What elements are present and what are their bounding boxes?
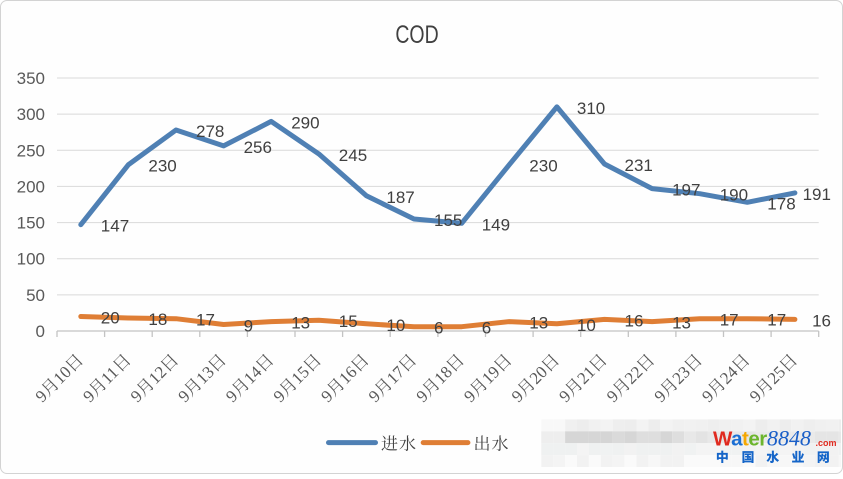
svg-text:13: 13 xyxy=(291,314,310,333)
svg-text:9: 9 xyxy=(746,386,765,405)
svg-text:Water: Water xyxy=(713,428,767,451)
svg-text:230: 230 xyxy=(148,157,176,176)
svg-text:9: 9 xyxy=(508,386,527,405)
svg-text:197: 197 xyxy=(672,181,700,200)
svg-text:17: 17 xyxy=(767,311,786,330)
svg-text:6: 6 xyxy=(482,319,491,338)
svg-text:9: 9 xyxy=(555,386,574,405)
svg-text:9: 9 xyxy=(460,386,479,405)
svg-text:147: 147 xyxy=(101,217,129,236)
svg-text:187: 187 xyxy=(386,188,414,207)
svg-text:0: 0 xyxy=(36,322,45,341)
svg-text:350: 350 xyxy=(17,69,45,88)
svg-text:231: 231 xyxy=(625,156,653,175)
svg-text:10: 10 xyxy=(577,316,596,335)
svg-text:18: 18 xyxy=(148,310,167,329)
svg-text:150: 150 xyxy=(17,214,45,233)
svg-text:300: 300 xyxy=(17,105,45,124)
svg-text:200: 200 xyxy=(17,177,45,196)
svg-text:178: 178 xyxy=(767,194,795,213)
svg-text:9: 9 xyxy=(79,386,98,405)
svg-text:COD: COD xyxy=(395,21,438,49)
svg-text:245: 245 xyxy=(339,146,367,165)
svg-text:9: 9 xyxy=(365,386,384,405)
svg-text:16: 16 xyxy=(812,311,831,330)
svg-text:13: 13 xyxy=(672,314,691,333)
svg-text:.com: .com xyxy=(816,438,837,448)
svg-text:17: 17 xyxy=(720,311,739,330)
svg-text:278: 278 xyxy=(196,122,224,141)
svg-text:16: 16 xyxy=(625,311,644,330)
svg-text:9: 9 xyxy=(174,386,193,405)
svg-text:190: 190 xyxy=(720,186,748,205)
svg-text:149: 149 xyxy=(482,215,510,234)
svg-text:9: 9 xyxy=(32,386,51,405)
svg-text:6: 6 xyxy=(434,319,443,338)
svg-text:155: 155 xyxy=(434,211,462,230)
svg-text:290: 290 xyxy=(291,113,319,132)
svg-text:100: 100 xyxy=(17,250,45,269)
svg-text:9: 9 xyxy=(270,386,289,405)
svg-text:15: 15 xyxy=(339,312,358,331)
svg-text:10: 10 xyxy=(386,316,405,335)
svg-text:9: 9 xyxy=(413,386,432,405)
svg-text:9: 9 xyxy=(317,386,336,405)
svg-text:230: 230 xyxy=(529,157,557,176)
svg-text:9: 9 xyxy=(244,317,253,336)
svg-text:20: 20 xyxy=(101,309,120,328)
svg-text:13: 13 xyxy=(529,314,548,333)
svg-text:9: 9 xyxy=(127,386,146,405)
svg-text:9: 9 xyxy=(603,386,622,405)
svg-text:310: 310 xyxy=(577,99,605,118)
svg-text:17: 17 xyxy=(196,311,215,330)
svg-text:250: 250 xyxy=(17,141,45,160)
svg-text:8848: 8848 xyxy=(767,426,811,451)
svg-text:9: 9 xyxy=(222,386,241,405)
svg-text:50: 50 xyxy=(26,286,45,305)
svg-text:191: 191 xyxy=(803,185,831,204)
svg-text:9: 9 xyxy=(698,386,717,405)
svg-text:9: 9 xyxy=(651,386,670,405)
svg-text:256: 256 xyxy=(244,138,272,157)
